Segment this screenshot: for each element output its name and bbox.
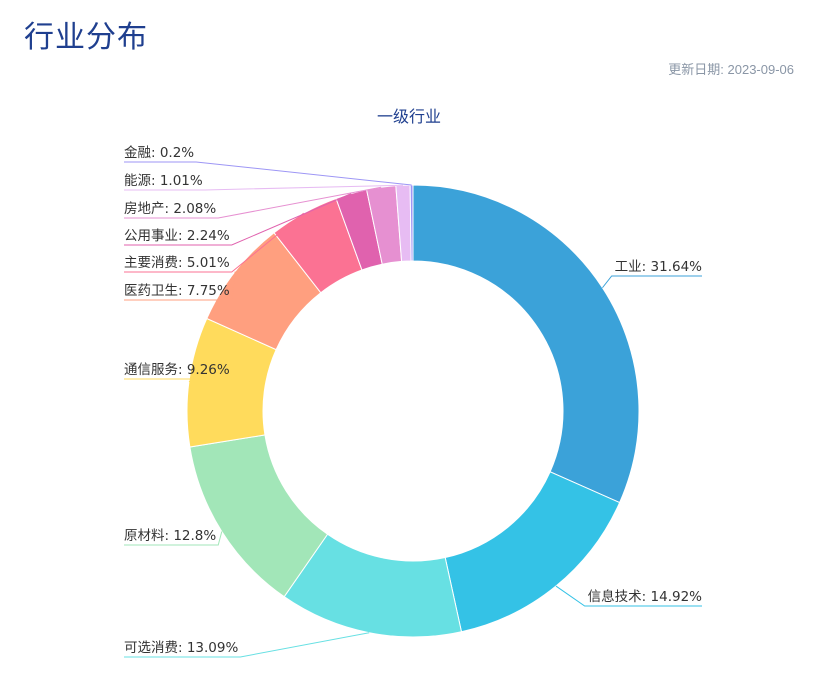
slice-label-通信服务: 通信服务: 9.26% (124, 362, 230, 378)
slice-label-可选消费: 可选消费: 13.09% (124, 640, 238, 656)
slice-label-主要消费: 主要消费: 5.01% (124, 255, 230, 271)
donut-slice-信息技术[interactable] (444, 471, 621, 633)
leader-line-可选消费 (124, 632, 370, 658)
slice-label-房地产: 房地产: 2.08% (124, 201, 216, 217)
leader-line-信息技术 (555, 585, 702, 607)
slice-label-原材料: 原材料: 12.8% (124, 528, 216, 544)
slice-label-金融: 金融: 0.2% (124, 145, 194, 161)
donut-slice-金融[interactable] (409, 184, 414, 262)
leader-line-主要消费 (124, 212, 305, 273)
leader-line-能源 (124, 184, 404, 191)
slice-label-信息技术: 信息技术: 14.92% (588, 588, 702, 605)
update-date-value: 2023-09-06 (727, 62, 795, 77)
donut-slices (186, 184, 640, 638)
leader-line-通信服务 (124, 378, 232, 383)
leader-line-公用事业 (124, 193, 352, 246)
leader-line-房地产 (124, 186, 382, 219)
slice-labels: 工业: 31.64% 信息技术: 14.92% 可选消费: 13.09% 原材料: 1… (124, 145, 702, 656)
leader-line-金融 (124, 161, 412, 186)
donut-slice-工业[interactable] (412, 184, 640, 504)
leader-line-医药卫生 (124, 271, 236, 301)
leader-line-工业 (602, 275, 702, 289)
slice-label-医药卫生: 医药卫生: 7.75% (124, 283, 230, 299)
slice-label-公用事业: 公用事业: 2.24% (124, 228, 230, 244)
chart-title: 一级行业 (377, 107, 441, 126)
update-date-line: 更新日期: 2023-09-06 (668, 59, 794, 78)
label-leader-lines (124, 161, 702, 658)
slice-label-工业: 工业: 31.64% (615, 259, 702, 275)
update-date-label: 更新日期: (668, 62, 728, 77)
slice-label-能源: 能源: 1.01% (124, 173, 203, 189)
leader-line-原材料 (124, 531, 223, 546)
page-title: 行业分布 (24, 20, 148, 55)
